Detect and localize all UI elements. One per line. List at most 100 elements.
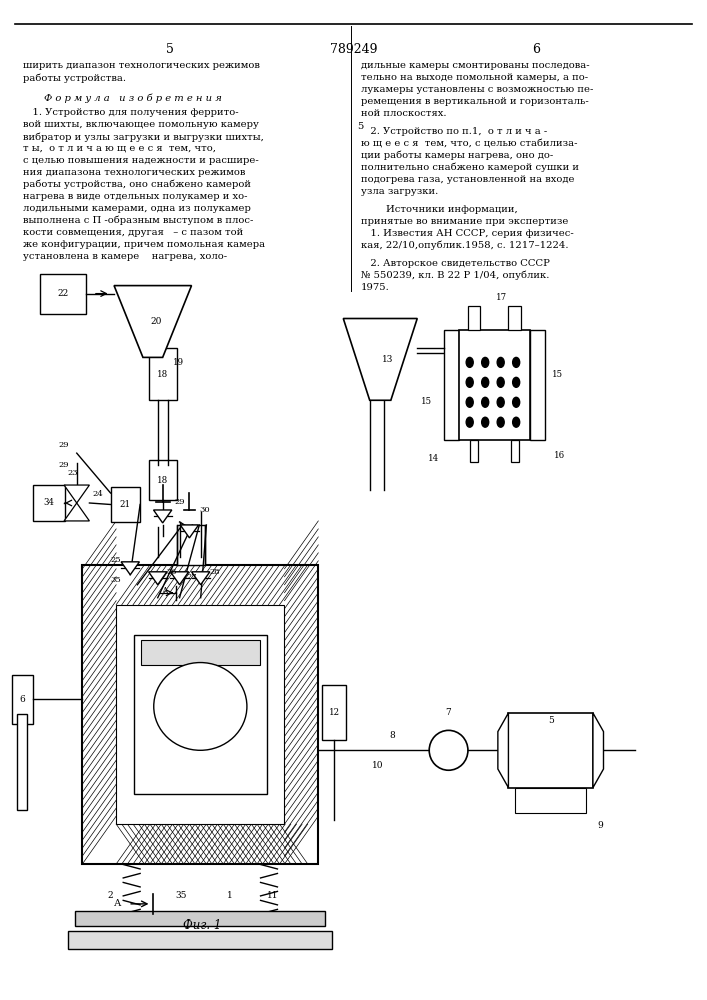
Text: кая, 22/10,опублик.1958, с. 1217–1224.: кая, 22/10,опублик.1958, с. 1217–1224. (361, 241, 568, 250)
Bar (69, 931, 332, 949)
Text: 20: 20 (151, 317, 162, 326)
Text: 5: 5 (548, 716, 554, 725)
Polygon shape (344, 319, 417, 400)
Bar (12, 675, 33, 724)
Bar (134, 635, 267, 794)
Text: 29: 29 (59, 461, 69, 469)
Circle shape (513, 377, 520, 387)
Text: тельно на выходе помольной камеры, а по-: тельно на выходе помольной камеры, а по- (361, 73, 588, 82)
Text: 2. Устройство по п.1,  о т л и ч а -: 2. Устройство по п.1, о т л и ч а - (361, 127, 547, 136)
Text: 21: 21 (119, 500, 131, 509)
Text: вой шихты, включающее помольную камеру: вой шихты, включающее помольную камеру (23, 120, 258, 129)
Bar (443, 330, 459, 440)
Circle shape (513, 357, 520, 367)
Text: т ы,  о т л и ч а ю щ е е с я  тем, что,: т ы, о т л и ч а ю щ е е с я тем, что, (23, 144, 216, 153)
Text: 13: 13 (382, 355, 393, 364)
Polygon shape (64, 485, 89, 503)
Bar (515, 788, 586, 813)
Text: 18: 18 (157, 476, 168, 485)
Bar (467, 306, 480, 330)
Ellipse shape (153, 663, 247, 750)
Circle shape (481, 417, 489, 427)
Bar (116, 605, 284, 824)
Text: 18: 18 (157, 370, 168, 379)
Bar (530, 330, 545, 440)
Bar (76, 911, 325, 926)
Text: 10: 10 (373, 761, 384, 770)
Text: 17: 17 (496, 293, 507, 302)
Text: 24: 24 (93, 490, 103, 498)
Text: работы устройства, оно снабжено камерой: работы устройства, оно снабжено камерой (23, 180, 250, 189)
Text: подогрева газа, установленной на входе: подогрева газа, установленной на входе (361, 175, 574, 184)
Bar (177, 525, 205, 565)
Polygon shape (114, 286, 192, 357)
Text: принятые во внимание при экспертизе: принятые во внимание при экспертизе (361, 217, 568, 226)
Text: 15: 15 (421, 397, 431, 406)
Text: с целью повышения надежности и расшире-: с целью повышения надежности и расшире- (23, 156, 258, 165)
Text: дильные камеры смонтированы последова-: дильные камеры смонтированы последова- (361, 61, 589, 70)
Bar (508, 713, 593, 788)
Text: 2: 2 (107, 891, 113, 900)
Text: кости совмещения, другая   – с пазом той: кости совмещения, другая – с пазом той (23, 228, 243, 237)
Polygon shape (148, 572, 167, 585)
Text: 35: 35 (111, 576, 122, 584)
Polygon shape (121, 562, 139, 575)
Circle shape (466, 397, 473, 407)
Text: Ф о р м у л а   и з о б р е т е н и я: Ф о р м у л а и з о б р е т е н и я (44, 93, 221, 103)
Text: 6: 6 (20, 695, 25, 704)
Text: 12: 12 (329, 708, 340, 717)
Text: нагрева в виде отдельных полукамер и хо-: нагрева в виде отдельных полукамер и хо- (23, 192, 247, 201)
Bar (17, 714, 28, 810)
Text: 1. Устройство для получения феррито-: 1. Устройство для получения феррито- (23, 108, 238, 117)
Text: Фиг. 1: Фиг. 1 (183, 919, 221, 932)
Text: 30: 30 (199, 506, 210, 514)
Text: ширить диапазон технологических режимов: ширить диапазон технологических режимов (23, 61, 259, 70)
Text: 6: 6 (532, 43, 541, 56)
Text: 1. Известия АН СССР, серия физичес-: 1. Известия АН СССР, серия физичес- (361, 229, 573, 238)
Text: А: А (162, 587, 169, 596)
Text: № 550239, кл. В 22 Р 1/04, опублик.: № 550239, кл. В 22 Р 1/04, опублик. (361, 271, 549, 280)
Text: 29: 29 (175, 498, 185, 506)
Text: 16: 16 (554, 451, 565, 460)
Text: ю щ е е с я  тем, что, с целью стабилиза-: ю щ е е с я тем, что, с целью стабилиза- (361, 139, 577, 148)
Text: лодильными камерами, одна из полукамер: лодильными камерами, одна из полукамер (23, 204, 250, 213)
Bar (33, 485, 65, 521)
Text: вибратор и узлы загрузки и выгрузки шихты,: вибратор и узлы загрузки и выгрузки шихт… (23, 132, 264, 142)
Circle shape (481, 397, 489, 407)
Circle shape (513, 417, 520, 427)
Text: 11: 11 (267, 891, 279, 900)
Ellipse shape (429, 730, 468, 770)
Bar (510, 440, 519, 462)
Polygon shape (593, 713, 604, 788)
Text: 35: 35 (175, 891, 187, 900)
Bar (110, 487, 140, 522)
Circle shape (497, 417, 504, 427)
Text: 7: 7 (445, 708, 452, 717)
Text: 22: 22 (57, 289, 69, 298)
Bar (148, 348, 177, 400)
Circle shape (497, 357, 504, 367)
Text: 2. Авторское свидетельство СССР: 2. Авторское свидетельство СССР (361, 259, 549, 268)
Polygon shape (192, 572, 210, 585)
Text: 25: 25 (111, 556, 122, 564)
Text: 14: 14 (428, 454, 438, 463)
Bar (459, 330, 530, 440)
Circle shape (466, 417, 473, 427)
Circle shape (481, 377, 489, 387)
Text: 15: 15 (552, 370, 563, 379)
Text: установлена в камере    нагрева, холо-: установлена в камере нагрева, холо- (23, 252, 227, 261)
Circle shape (497, 397, 504, 407)
Polygon shape (153, 510, 172, 523)
Text: 26: 26 (167, 568, 177, 576)
Bar (322, 685, 346, 740)
Circle shape (481, 357, 489, 367)
Polygon shape (64, 503, 89, 521)
Polygon shape (180, 525, 199, 538)
Text: 23: 23 (68, 469, 78, 477)
Text: А: А (114, 899, 122, 908)
Text: ния диапазона технологических режимов: ния диапазона технологических режимов (23, 168, 245, 177)
Text: 8: 8 (390, 731, 395, 740)
Circle shape (466, 377, 473, 387)
Circle shape (466, 357, 473, 367)
Text: ции работы камеры нагрева, оно до-: ции работы камеры нагрева, оно до- (361, 151, 553, 160)
